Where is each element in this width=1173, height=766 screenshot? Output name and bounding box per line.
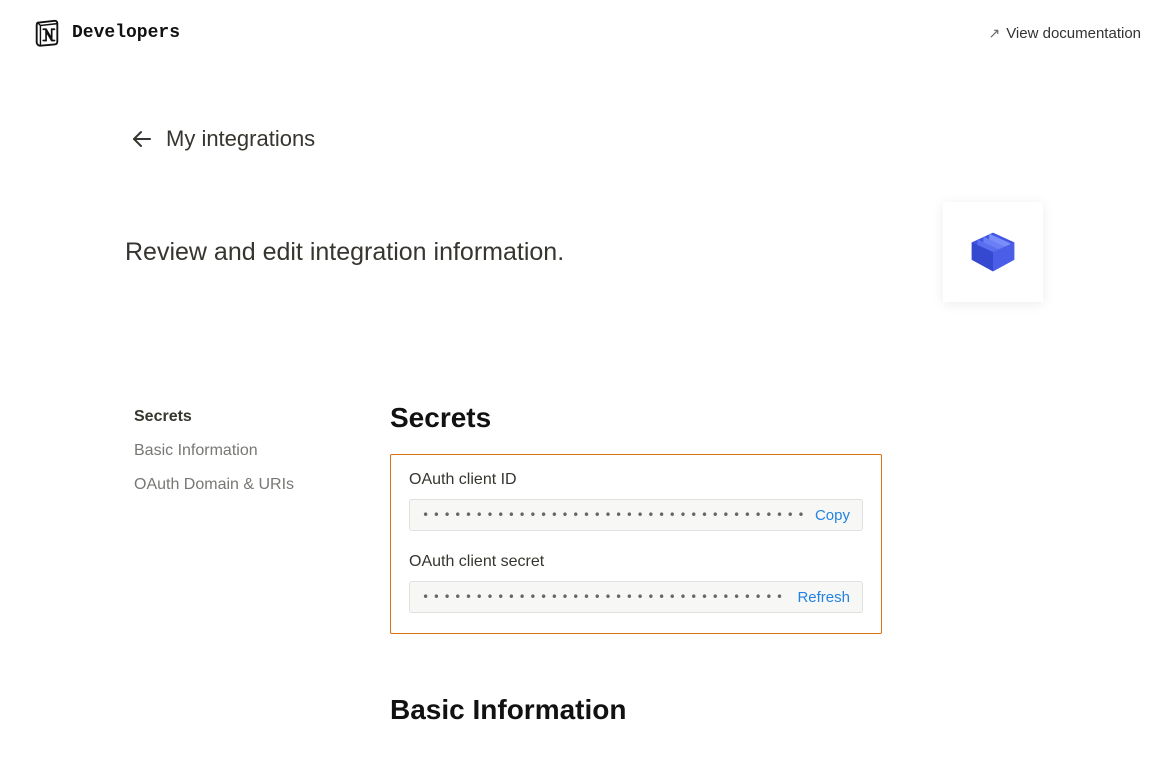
arrow-left-icon: [130, 127, 154, 151]
doc-link-label: View documentation: [1006, 25, 1141, 42]
logo-area[interactable]: Developers: [32, 18, 180, 48]
sidebar-item-label: Basic Information: [134, 442, 258, 459]
sidebar: Secrets Basic Information OAuth Domain &…: [134, 402, 390, 726]
main-content: Secrets OAuth client ID ••••••••••••••••…: [390, 402, 1173, 726]
header: Developers ↗ View documentation: [0, 0, 1173, 66]
logo-text: Developers: [72, 23, 180, 43]
oauth-client-id-input-row: ••••••••••••••••••••••••••••••••••••••••…: [409, 499, 863, 531]
integration-logo-icon: [964, 223, 1022, 281]
sidebar-item-secrets[interactable]: Secrets: [134, 402, 390, 432]
secrets-section-title: Secrets: [390, 402, 1043, 434]
view-documentation-link[interactable]: ↗ View documentation: [988, 25, 1141, 42]
basic-information-section-title: Basic Information: [390, 694, 1043, 726]
oauth-client-secret-input-row: ••••••••••••••••••••••••••••••••••••••••…: [409, 581, 863, 613]
sidebar-item-basic-information[interactable]: Basic Information: [134, 436, 390, 466]
back-link[interactable]: My integrations: [0, 126, 1173, 152]
oauth-client-secret-group: OAuth client secret ••••••••••••••••••••…: [409, 553, 863, 613]
refresh-button[interactable]: Refresh: [787, 589, 850, 606]
back-label: My integrations: [166, 126, 315, 152]
page-description: Review and edit integration information.: [125, 238, 564, 267]
page-description-row: Review and edit integration information.: [0, 202, 1173, 302]
content: My integrations Review and edit integrat…: [0, 66, 1173, 726]
oauth-client-id-label: OAuth client ID: [409, 471, 863, 489]
oauth-client-id-value: ••••••••••••••••••••••••••••••••••••••••: [422, 508, 805, 522]
sidebar-item-oauth-domain-uris[interactable]: OAuth Domain & URIs: [134, 470, 390, 500]
sidebar-item-label: Secrets: [134, 408, 192, 425]
sidebar-item-label: OAuth Domain & URIs: [134, 476, 294, 493]
copy-button[interactable]: Copy: [805, 507, 850, 524]
oauth-client-secret-value: ••••••••••••••••••••••••••••••••••••••••: [422, 590, 787, 604]
main-layout: Secrets Basic Information OAuth Domain &…: [0, 402, 1173, 726]
oauth-client-id-group: OAuth client ID ••••••••••••••••••••••••…: [409, 471, 863, 531]
notion-logo-icon: [32, 18, 62, 48]
external-link-icon: ↗: [988, 25, 1000, 42]
integration-logo-card: [943, 202, 1043, 302]
secrets-highlight-box: OAuth client ID ••••••••••••••••••••••••…: [390, 454, 882, 634]
oauth-client-secret-label: OAuth client secret: [409, 553, 863, 571]
